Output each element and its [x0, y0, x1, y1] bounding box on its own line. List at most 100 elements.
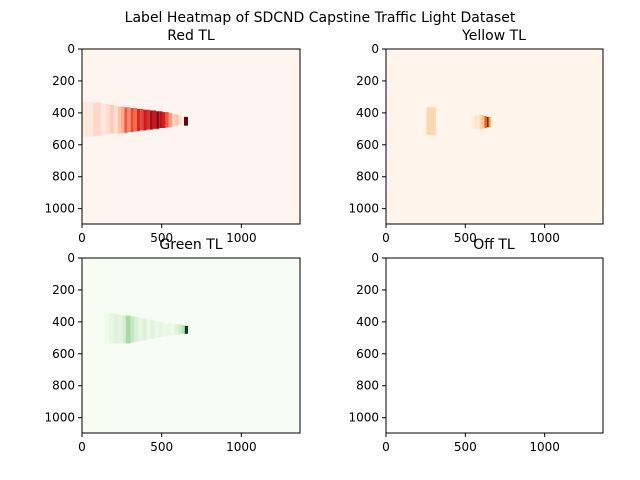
- y-tick-label: 200: [356, 74, 379, 88]
- heatmap-cell: [154, 321, 159, 338]
- heatmap-cell: [82, 101, 94, 137]
- y-tick-label: 800: [356, 170, 379, 184]
- y-tick-label: 400: [356, 106, 379, 120]
- y-tick-label: 200: [52, 74, 75, 88]
- heatmap-panel-yellow: 0 500 1000 0 200 400 600 800 1000 Yellow TL: [348, 28, 604, 245]
- axes-frame: [385, 48, 604, 225]
- heatmap-cell: [479, 114, 482, 130]
- heatmap-cell: [178, 115, 182, 125]
- x-tick-label: 1000: [226, 231, 257, 245]
- heatmap-background: [386, 49, 603, 224]
- heatmap-cell: [124, 107, 128, 133]
- y-tick-label: 200: [52, 283, 75, 297]
- x-tick-label: 1000: [529, 231, 560, 245]
- axes-frame: [385, 257, 604, 434]
- heatmap-panel-green: 0 500 1000 0 200 400 600 800 1000 Green TL: [44, 237, 301, 454]
- panel-title-red: Red TL: [167, 28, 215, 44]
- heatmap-cell: [134, 317, 139, 342]
- heatmap-cell: [142, 318, 147, 341]
- heatmap-cell: [127, 107, 131, 133]
- y-tick-label: 1000: [348, 411, 379, 425]
- figure-title: Label Heatmap of SDCND Capstine Traffic …: [125, 10, 516, 26]
- x-tick-label: 0: [382, 231, 390, 245]
- heatmap-cell: [117, 106, 122, 134]
- x-tick-label: 500: [150, 440, 173, 454]
- heatmap-cell: [183, 116, 188, 126]
- heatmap-cell: [484, 116, 487, 129]
- heatmap-cell: [130, 108, 134, 133]
- heatmap-cell: [181, 325, 185, 334]
- x-tick-label: 0: [382, 440, 390, 454]
- heatmap-cell: [474, 115, 478, 129]
- heatmap-cell: [125, 315, 131, 344]
- y-tick-label: 0: [67, 42, 75, 56]
- heatmap-cell: [149, 110, 153, 130]
- y-tick-label: 1000: [44, 202, 75, 216]
- panel-title-off: Off TL: [473, 237, 515, 253]
- y-tick-label: 600: [356, 347, 379, 361]
- x-tick-label: 1000: [226, 440, 257, 454]
- heatmap-cell: [175, 114, 179, 126]
- heatmap-cell: [165, 112, 169, 128]
- heatmap-cell: [121, 106, 125, 133]
- heatmap-cell: [486, 116, 489, 128]
- heatmap-cell: [477, 114, 480, 130]
- y-tick-label: 1000: [44, 411, 75, 425]
- heatmap-cell: [184, 325, 188, 334]
- x-tick-label: 500: [454, 231, 477, 245]
- heatmap-cell: [140, 108, 144, 131]
- heatmap-background: [82, 49, 300, 224]
- y-tick-label: 400: [52, 106, 75, 120]
- heatmap-cell: [105, 104, 110, 135]
- y-tick-label: 800: [52, 170, 75, 184]
- x-tick-label: 0: [78, 440, 86, 454]
- heatmap-cell: [101, 103, 106, 136]
- y-tick-label: 0: [67, 251, 75, 265]
- axes-frame: [81, 48, 301, 225]
- heatmap-cell: [130, 316, 135, 343]
- heatmap-cell: [426, 107, 436, 136]
- heatmap-cell: [118, 314, 123, 344]
- heatmap-cell: [178, 324, 182, 335]
- y-tick-label: 800: [52, 379, 75, 393]
- heatmap-cell: [122, 315, 126, 344]
- heatmap-cell: [133, 108, 137, 132]
- heatmap-cell: [146, 109, 150, 130]
- heatmap-cell: [174, 324, 179, 335]
- heatmap-cell: [481, 115, 485, 129]
- heatmap-panel-off: 0 500 1000 0 200 400 600 800 1000 Off TL: [348, 237, 604, 454]
- heatmap-cell: [471, 116, 475, 129]
- heatmap-cell: [168, 112, 173, 128]
- axes-frame: [81, 257, 301, 434]
- heatmap-cell: [113, 105, 118, 134]
- heatmap-cell: [170, 323, 175, 336]
- heatmap-cell: [159, 111, 163, 129]
- y-tick-label: 600: [52, 347, 75, 361]
- heatmap-cell: [166, 323, 171, 336]
- heatmap-cell: [136, 108, 141, 132]
- y-tick-label: 1000: [348, 202, 379, 216]
- y-tick-label: 0: [371, 42, 379, 56]
- heatmap-cell: [488, 116, 491, 128]
- heatmap-cell: [172, 113, 176, 127]
- panel-title-green: Green TL: [159, 237, 222, 253]
- y-tick-label: 400: [52, 315, 75, 329]
- x-tick-label: 1000: [529, 440, 560, 454]
- heatmap-cell: [181, 116, 184, 125]
- x-tick-label: 0: [78, 231, 86, 245]
- y-tick-label: 200: [356, 283, 379, 297]
- y-tick-label: 400: [356, 315, 379, 329]
- x-tick-label: 500: [454, 440, 477, 454]
- heatmap-cell: [143, 109, 147, 131]
- panel-title-yellow: Yellow TL: [461, 28, 526, 44]
- y-tick-label: 0: [371, 251, 379, 265]
- heatmap-cell: [146, 319, 151, 340]
- heatmap-cell: [150, 320, 155, 339]
- heatmap-cell: [162, 112, 166, 129]
- y-tick-label: 800: [356, 379, 379, 393]
- heatmap-cell: [158, 321, 163, 338]
- heatmap-panel-red: 0 500 1000 0 200 400 600 800 1000 Red TL: [44, 28, 301, 245]
- heatmap-background: [386, 258, 603, 433]
- heatmap-cell: [109, 313, 114, 344]
